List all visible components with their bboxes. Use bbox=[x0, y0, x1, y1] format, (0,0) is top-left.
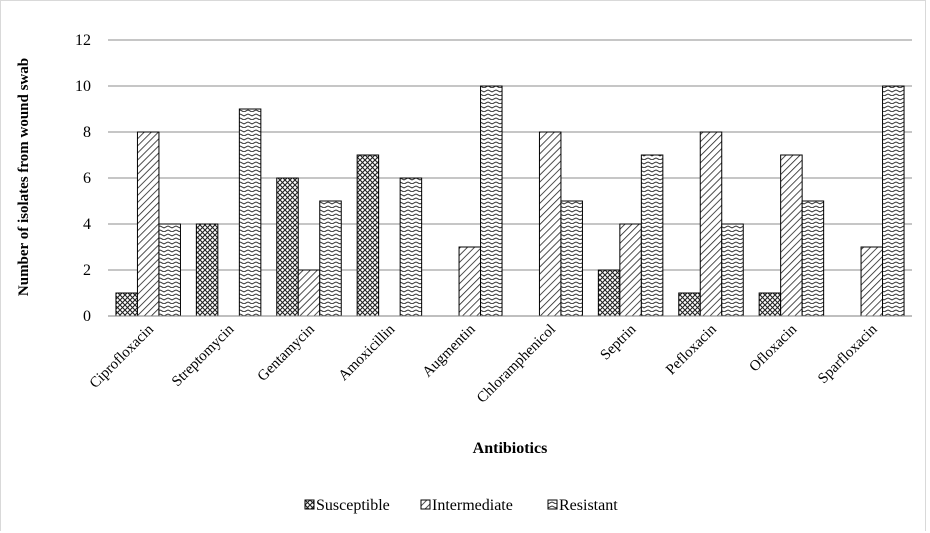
y-tick-label: 12 bbox=[75, 32, 91, 49]
legend-swatch-intermediate bbox=[420, 499, 431, 510]
x-tick-label: Pefloxacin bbox=[663, 321, 720, 378]
bar-intermediate-ciprofloxacin bbox=[136, 131, 160, 317]
bar-resistant-chloramphenicol bbox=[560, 200, 583, 317]
bar-susceptible-ofloxacin bbox=[758, 292, 782, 317]
x-tick-label: Augmentin bbox=[420, 321, 479, 380]
y-tick-label: 4 bbox=[83, 216, 91, 233]
x-axis-categories: Ciprofloxacin Streptomycin Gentamycin Amoxi… bbox=[87, 321, 881, 406]
bar-resistant-ciprofloxacin bbox=[158, 223, 181, 317]
bar-intermediate-ofloxacin bbox=[780, 154, 803, 317]
y-tick-label: 6 bbox=[83, 170, 91, 187]
x-tick-label: Sparfloxacin bbox=[815, 321, 881, 387]
x-tick-label: Chloramphenicol bbox=[474, 322, 559, 407]
bar-resistant-pefloxacin bbox=[721, 223, 744, 317]
bar-resistant-septrin bbox=[640, 154, 664, 317]
x-tick-label: Amoxicillin bbox=[336, 321, 399, 384]
y-tick-label: 8 bbox=[83, 124, 91, 141]
bar-susceptible-amoxicillin bbox=[356, 154, 380, 317]
legend-swatch-susceptible bbox=[304, 499, 315, 510]
legend-swatch-resistant bbox=[547, 499, 558, 510]
y-tick-label: 0 bbox=[83, 308, 91, 325]
bar-resistant-ofloxacin bbox=[801, 200, 825, 317]
x-tick-label: Gentamycin bbox=[255, 321, 319, 385]
x-tick-label: Septrin bbox=[597, 321, 639, 363]
bar-susceptible-streptomycin bbox=[195, 223, 219, 317]
x-tick-label: Ciprofloxacin bbox=[87, 321, 158, 392]
bars bbox=[115, 85, 905, 317]
bar-resistant-sparfloxacin bbox=[882, 85, 905, 317]
legend-label-intermediate: Intermediate bbox=[432, 497, 513, 514]
legend: Susceptible Intermediate Resistant bbox=[304, 497, 618, 514]
bar-resistant-gentamycin bbox=[319, 200, 342, 317]
x-tick-label: Ofloxacin bbox=[746, 321, 800, 375]
legend-label-susceptible: Susceptible bbox=[316, 497, 390, 514]
y-tick-label: 2 bbox=[83, 262, 91, 279]
bar-susceptible-gentamycin bbox=[276, 177, 299, 317]
x-tick-label: Streptomycin bbox=[169, 321, 238, 390]
bar-susceptible-septrin bbox=[597, 269, 621, 317]
y-tick-label: 10 bbox=[75, 78, 91, 95]
bar-susceptible-pefloxacin bbox=[678, 292, 701, 317]
bar-intermediate-augmentin bbox=[458, 246, 482, 317]
x-axis-title: Antibiotics bbox=[473, 440, 548, 457]
bar-intermediate-gentamycin bbox=[297, 269, 321, 317]
legend-label-resistant: Resistant bbox=[559, 497, 618, 514]
y-axis-title: Number of isolates from wound swab bbox=[16, 58, 32, 296]
bar-resistant-streptomycin bbox=[238, 108, 262, 317]
y-axis-ticks: 0 2 4 6 8 10 12 bbox=[75, 32, 91, 325]
bar-resistant-amoxicillin bbox=[399, 177, 423, 317]
bar-intermediate-septrin bbox=[619, 223, 642, 317]
bar-intermediate-chloramphenicol bbox=[538, 131, 562, 317]
bar-intermediate-sparfloxacin bbox=[860, 246, 884, 317]
bar-intermediate-pefloxacin bbox=[699, 131, 723, 317]
bar-susceptible-ciprofloxacin bbox=[115, 292, 138, 317]
bar-resistant-augmentin bbox=[480, 85, 503, 317]
